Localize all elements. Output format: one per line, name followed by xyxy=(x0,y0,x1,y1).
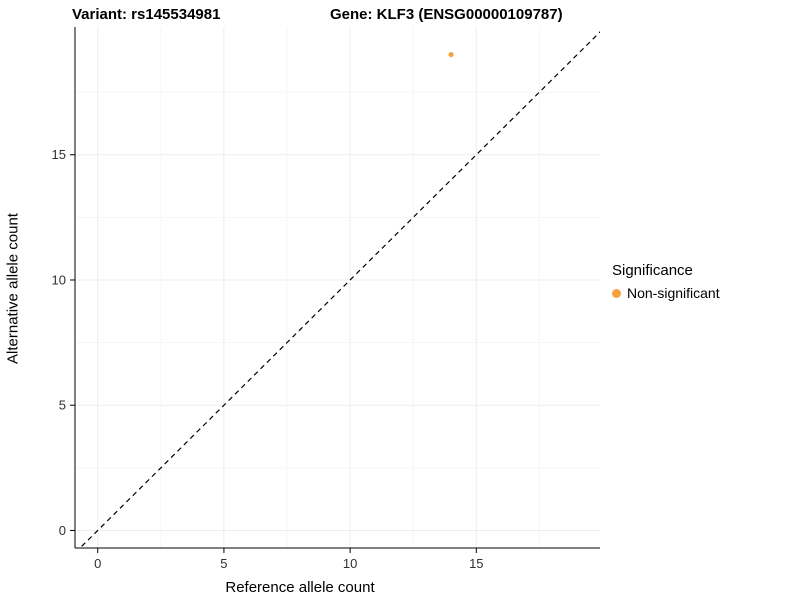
variant-title: Variant: rs145534981 xyxy=(72,6,221,23)
legend-dot-icon xyxy=(612,288,621,298)
svg-text:5: 5 xyxy=(59,398,66,413)
svg-text:15: 15 xyxy=(469,556,483,571)
gene-title: Gene: KLF3 (ENSG00000109787) xyxy=(330,6,563,23)
svg-text:10: 10 xyxy=(52,272,66,287)
svg-text:5: 5 xyxy=(220,556,227,571)
y-axis-title: Alternative allele count xyxy=(4,213,22,364)
svg-text:10: 10 xyxy=(343,556,357,571)
legend-item-label: Non-significant xyxy=(627,285,720,301)
legend-title: Significance xyxy=(612,262,693,279)
svg-text:0: 0 xyxy=(59,523,66,538)
svg-text:15: 15 xyxy=(52,147,66,162)
legend-item: Non-significant xyxy=(612,285,720,301)
x-axis-title: Reference allele count xyxy=(225,579,375,596)
legend: Significance Non-significant xyxy=(612,262,720,301)
svg-text:0: 0 xyxy=(94,556,101,571)
